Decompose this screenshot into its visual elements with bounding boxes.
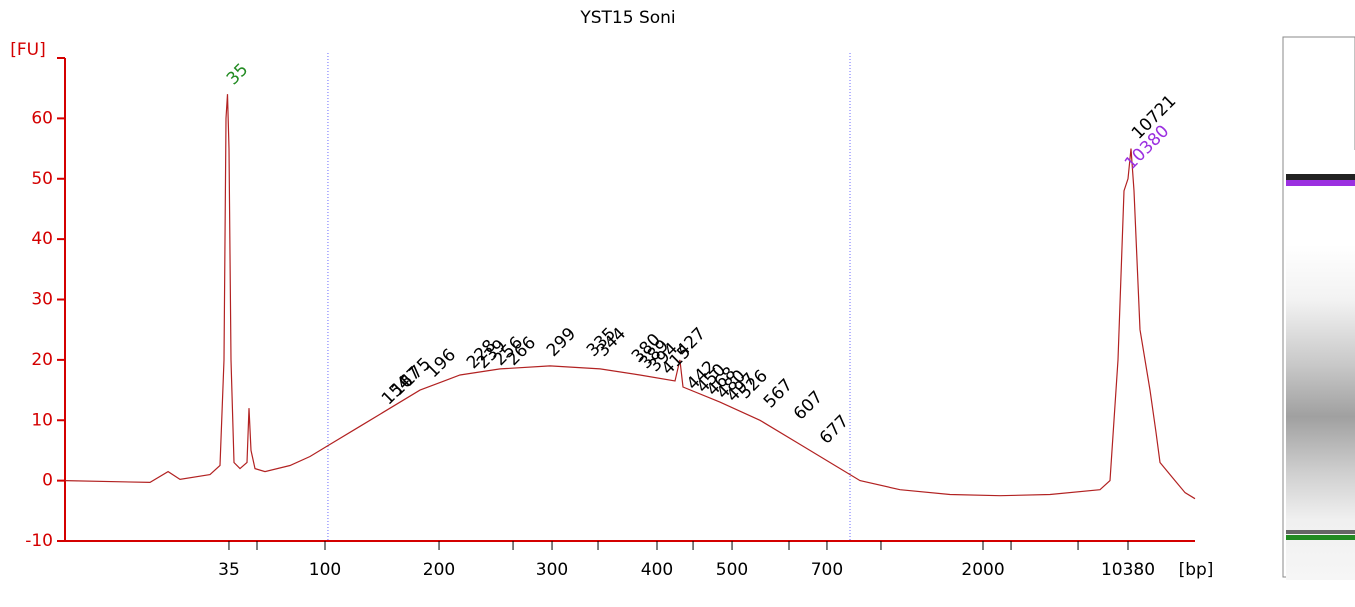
x-tick-label: 2000 [961,560,1004,580]
x-tick-label: 700 [811,560,843,580]
x-tick-label: 500 [716,560,748,580]
x-tick-label: 200 [423,560,455,580]
y-tick-label: -10 [25,531,53,551]
x-axis-label: [bp] [1179,560,1214,580]
y-tick-label: 50 [31,169,53,189]
y-tick-label: 60 [31,108,53,128]
peak-label: 35 [223,60,252,89]
x-tick-label: 100 [309,560,341,580]
gel-band [1286,174,1355,180]
y-tick-label: 30 [31,290,53,310]
y-tick-label: 20 [31,350,53,370]
gel-upper-marker [1286,180,1355,186]
trace [64,94,1196,500]
y-tick-label: 10 [31,410,53,430]
x-tick-label: 10380 [1101,560,1155,580]
x-tick-label: 300 [536,560,568,580]
chart-title: YST15 Soni [579,8,675,28]
peak-label: 299 [543,324,580,361]
y-axis-label: [FU] [10,40,46,60]
gel-smear [1286,150,1355,580]
peak-label: 677 [816,411,853,448]
y-tick-label: 40 [31,229,53,249]
gel-band [1286,530,1355,534]
gel-lower-marker [1286,535,1355,540]
x-tick-label: 400 [641,560,673,580]
y-tick-label: 0 [42,471,53,491]
peak-label: 607 [790,387,827,424]
gel-lane [1282,36,1355,580]
x-tick-label: 35 [218,560,240,580]
